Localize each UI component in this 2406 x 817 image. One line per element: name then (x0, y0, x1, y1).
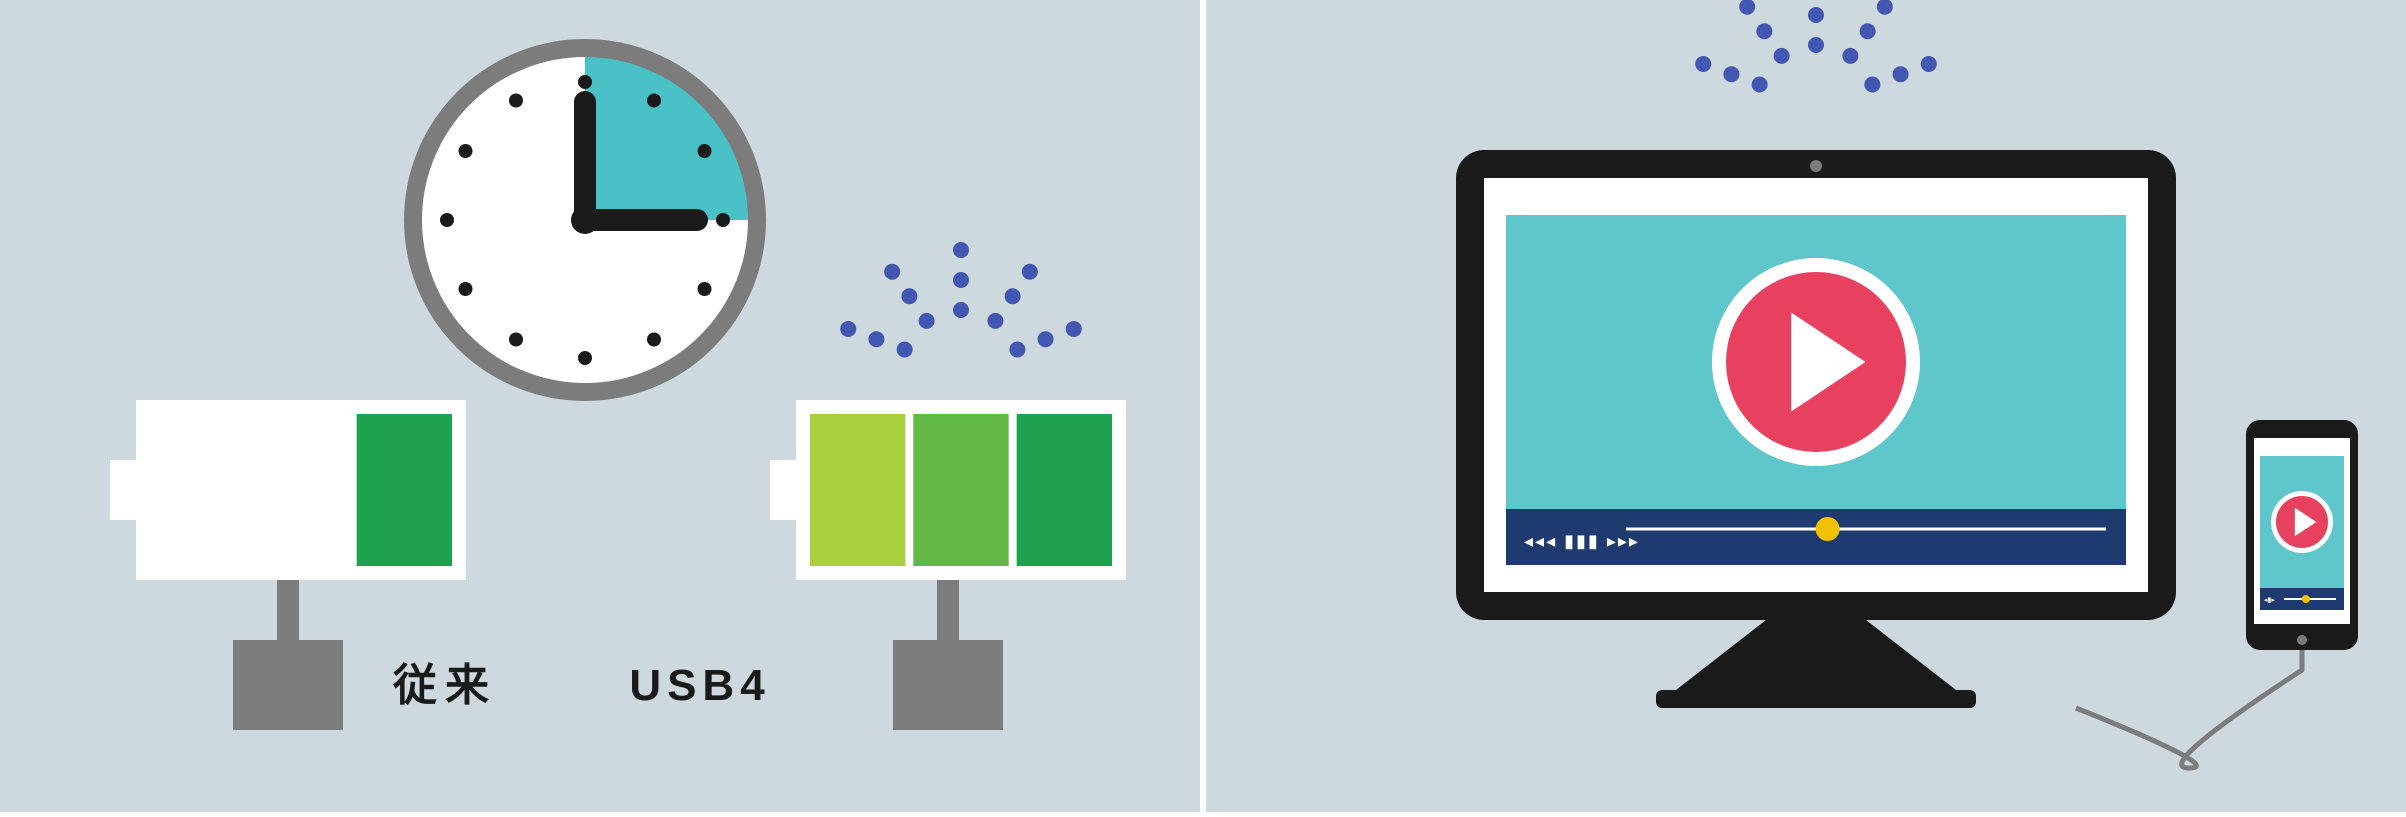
charging-illustration: 従来 USB4 (0, 0, 1200, 812)
panel-charging-speed: 従来 USB4 (0, 0, 1200, 812)
label-usb4: USB4 (629, 661, 770, 710)
media-illustration: ◂◂◂ ▮▮▮ ▸▸▸ ◂▮▸ (1206, 0, 2406, 812)
svg-text:◂▮▸: ◂▮▸ (2264, 597, 2275, 604)
svg-text:◂◂◂ ▮▮▮ ▸▸▸: ◂◂◂ ▮▮▮ ▸▸▸ (1524, 531, 1640, 551)
label-legacy: 従来 (392, 661, 497, 710)
panel-media-mirror: ◂◂◂ ▮▮▮ ▸▸▸ ◂▮▸ (1206, 0, 2406, 812)
